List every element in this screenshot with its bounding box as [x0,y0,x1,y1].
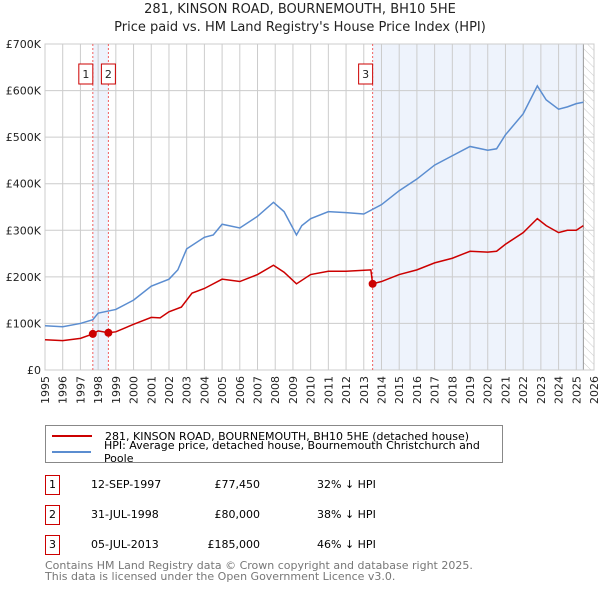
transaction-price: £185,000 [207,538,261,551]
transaction-hpi-diff: 32% ↓ HPI [317,478,376,491]
x-tick-label: 2021 [499,376,512,404]
x-tick-label: 2019 [464,376,477,404]
x-tick-label: 2016 [411,376,424,404]
footer-line: This data is licensed under the Open Gov… [45,570,396,583]
transaction-date: 31-JUL-1998 [91,508,159,521]
y-tick-label: £700K [6,38,42,51]
sale-label: 1 [82,68,89,81]
y-tick-label: £500K [6,131,42,144]
transaction-row: 1 12-SEP-1997 £77,450 32% ↓ HPI [45,475,485,495]
sale-label-box [358,63,374,85]
x-tick-label: 2010 [305,376,318,404]
y-tick-label: £100K [6,317,42,330]
x-tick-label: 2024 [553,376,566,404]
x-tick-label: 1998 [92,376,105,404]
legend-item-property: 281, KINSON ROAD, BOURNEMOUTH, BH10 5HE … [46,428,469,444]
x-tick-label: 2026 [588,376,600,404]
shaded-region [92,44,109,370]
plot-frame [44,43,595,371]
chart-area: 1995 1996 1997 1998 1999 2000 2001 2002 2003 2004… [6,38,600,404]
sale-point [88,329,97,338]
x-tick-label: 2004 [198,376,211,404]
x-tick-label: 2005 [216,376,229,404]
x-tick-label: 1997 [74,376,87,404]
sale-label: 2 [105,68,112,81]
sale-label-box [100,63,116,85]
x-tick-label: 2008 [269,376,282,404]
y-tick-label: £300K [6,224,42,237]
x-tick-label: 2025 [570,376,583,404]
sale-point [104,328,113,337]
transaction-price: £77,450 [214,478,261,491]
transaction-date: 12-SEP-1997 [91,478,162,491]
legend-label: 281, KINSON ROAD, BOURNEMOUTH, BH10 5HE … [105,429,470,443]
transaction-marker: 2 [45,505,60,525]
legend-swatch [52,451,91,453]
footer-line: Contains HM Land Registry data © Crown c… [45,559,473,572]
transaction-marker: 3 [45,535,60,555]
series-line [44,84,584,328]
x-tick-label: 2015 [393,376,406,404]
transaction-hpi-diff: 38% ↓ HPI [317,508,376,521]
legend-item-hpi: HPI: Average price, detached house, Bour… [46,439,502,465]
footer: Contains HM Land Registry data © Crown c… [45,560,473,582]
transaction-marker: 1 [45,475,60,495]
forecast-hatch [583,44,594,370]
x-tick-label: 2022 [517,376,530,404]
x-tick-label: 2013 [358,376,371,404]
x-tick-label: 2001 [145,376,158,404]
sale-point [368,279,377,288]
y-tick-label: £0 [27,364,41,377]
y-tick-label: £200K [6,271,42,284]
legend-label: HPI: Average price, detached house, Bour… [103,439,480,465]
transaction-hpi-diff: 46% ↓ HPI [317,538,376,551]
x-tick-label: 1996 [57,376,70,404]
x-tick-label: 1999 [110,376,123,404]
y-tick-label: £600K [6,85,42,98]
x-tick-label: 2002 [163,376,176,404]
x-tick-label: 2003 [181,376,194,404]
x-tick-label: 2000 [128,376,141,404]
x-tick-label: 2012 [340,376,353,404]
chart-subtitle: Price paid vs. HM Land Registry's House … [114,20,486,35]
transaction-price: £80,000 [214,508,261,521]
x-tick-label: 2014 [375,376,388,404]
transaction-row: 2 31-JUL-1998 £80,000 38% ↓ HPI [45,505,485,525]
x-tick-label: 2020 [482,376,495,404]
x-tick-label: 2023 [535,376,548,404]
x-tick-label: 2009 [287,376,300,404]
legend: 281, KINSON ROAD, BOURNEMOUTH, BH10 5HE … [45,425,503,465]
shaded-region [372,44,584,370]
x-tick-label: 2018 [446,376,459,404]
legend-swatch [52,435,92,437]
chart-title: 281, KINSON ROAD, BOURNEMOUTH, BH10 5HE [144,2,456,17]
x-tick-label: 2011 [322,376,335,404]
x-tick-label: 1995 [39,376,52,404]
x-tick-label: 2017 [429,376,442,404]
y-tick-label: £400K [6,178,42,191]
x-tick-label: 2007 [252,376,265,404]
transaction-date: 05-JUL-2013 [91,538,159,551]
sale-label-box [78,63,94,85]
sale-label: 3 [362,68,369,81]
transaction-row: 3 05-JUL-2013 £185,000 46% ↓ HPI [45,535,485,555]
series-line [44,217,584,342]
x-tick-label: 2006 [234,376,247,404]
